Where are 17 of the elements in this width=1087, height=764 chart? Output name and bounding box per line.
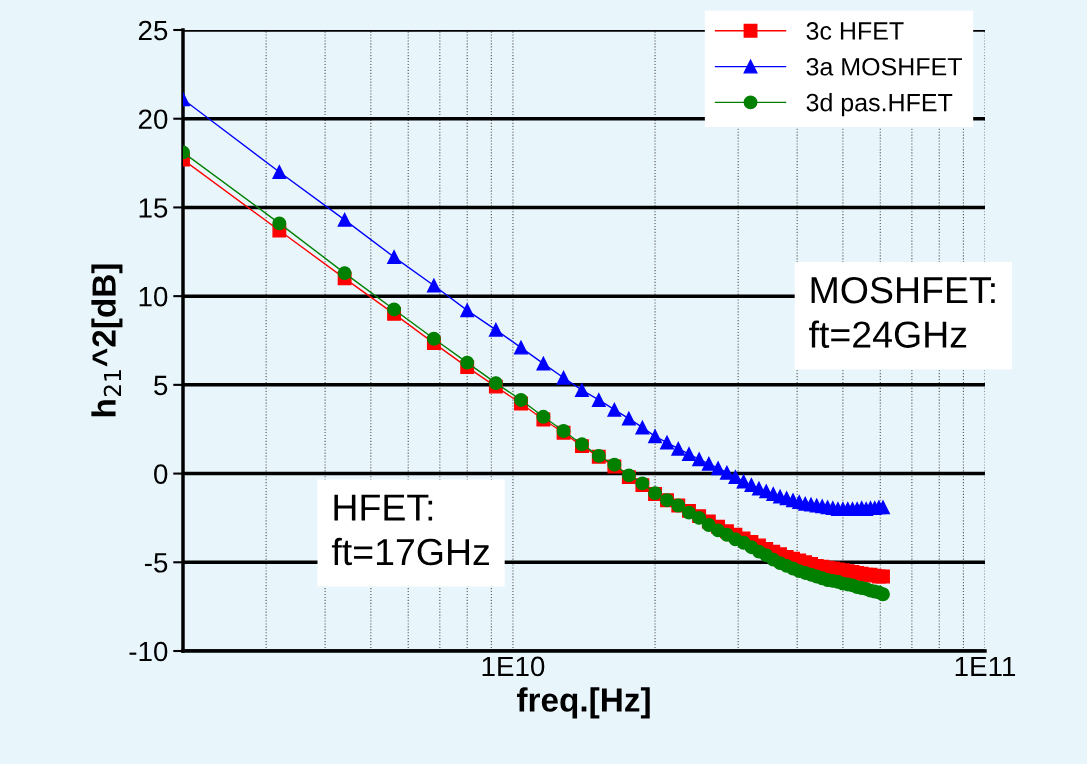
- legend-label: 3d pas.HFET: [806, 93, 953, 117]
- y-tick-label: -5: [144, 553, 168, 573]
- legend-label: 3c HFET: [806, 22, 904, 40]
- y-tick-label: 15: [139, 198, 168, 218]
- annotation: MOSHFET: ft=24GHz: [809, 276, 995, 348]
- annotation: HFET: ft=17GHz: [331, 494, 489, 566]
- x-axis-title: freq.[Hz]: [516, 687, 650, 719]
- y-tick-label: -10: [129, 641, 168, 662]
- y-tick-label: 20: [138, 109, 168, 130]
- x-tick-label: 1E10: [482, 656, 545, 677]
- y-axis-title: h$_{21}$^2[dB]: [91, 264, 123, 417]
- y-tick-label: 0: [154, 464, 168, 484]
- x-tick-label: 1E11: [955, 656, 1016, 676]
- legend-label: 3a MOSHFET: [806, 57, 962, 76]
- y-tick-label: 10: [139, 286, 168, 307]
- y-tick-label: 5: [154, 375, 168, 396]
- y-tick-label: 25: [138, 20, 168, 41]
